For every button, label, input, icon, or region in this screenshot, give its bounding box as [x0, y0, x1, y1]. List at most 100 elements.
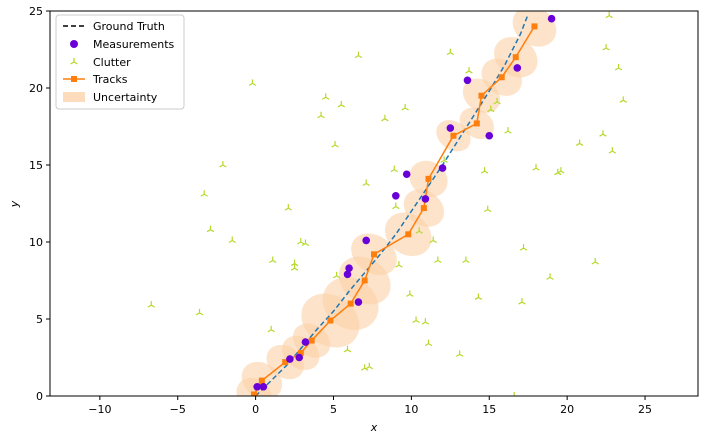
clutter-point	[575, 139, 584, 146]
clutter-point	[290, 259, 299, 267]
clutter-point	[331, 140, 339, 148]
x-tick-label: 25	[638, 403, 652, 416]
clutter-point	[465, 67, 473, 74]
plot-area	[147, 11, 627, 396]
measurement-point	[485, 131, 494, 140]
clutter-point	[290, 264, 299, 271]
clutter-point	[284, 204, 293, 211]
clutter-point	[591, 258, 599, 265]
clutter-point	[440, 156, 448, 163]
measurement-point	[463, 76, 472, 85]
measurement-point	[547, 14, 556, 23]
track-point	[473, 120, 480, 127]
clutter-point	[532, 164, 540, 171]
track-point	[420, 205, 427, 212]
clutter-point	[406, 290, 414, 297]
clutter-point	[195, 308, 204, 316]
clutter-point	[519, 244, 528, 251]
clutter-point	[390, 165, 398, 173]
clutter-point	[317, 111, 325, 119]
measurement-point	[362, 236, 371, 245]
legend-tracks-swatch-marker	[71, 76, 77, 82]
clutter-point	[455, 350, 464, 357]
track-point	[251, 391, 258, 396]
y-tick-label: 25	[29, 5, 43, 18]
clutter-point	[421, 318, 430, 325]
measurement-point	[345, 264, 353, 272]
x-tick-label: 5	[330, 403, 337, 416]
clutter-point	[147, 301, 155, 308]
clutter-point	[395, 261, 403, 268]
clutter-point	[474, 293, 483, 300]
y-tick-label: 0	[36, 390, 43, 403]
clutter-point	[248, 79, 257, 86]
track-point	[347, 300, 354, 307]
clutter-point	[297, 238, 305, 245]
clutter-point	[269, 256, 277, 263]
track-point	[258, 377, 265, 384]
clutter-point	[381, 114, 389, 122]
clutter-point	[429, 236, 437, 243]
legend-uncertainty-label: Uncertainty	[93, 91, 158, 104]
measurement-point	[402, 170, 411, 179]
track-point	[512, 54, 519, 61]
legend-clutter-label: Clutter	[93, 56, 131, 69]
y-tick-label: 15	[29, 159, 43, 172]
clutter-layer	[147, 11, 627, 396]
legend-ground-truth-label: Ground Truth	[93, 20, 165, 33]
clutter-point	[337, 100, 345, 108]
x-tick-label: 0	[252, 403, 259, 416]
y-axis-ticks: 0 5 10 15 20 25	[29, 5, 50, 403]
clutter-point	[424, 339, 433, 347]
clutter-point	[301, 239, 310, 247]
legend-uncertainty-swatch	[63, 92, 85, 102]
clutter-point	[360, 364, 369, 371]
track-point	[282, 359, 289, 366]
clutter-point	[546, 273, 554, 280]
measurement-point	[295, 353, 304, 362]
x-axis-label: x	[370, 421, 378, 434]
clutter-point	[462, 256, 470, 263]
track-point	[405, 231, 412, 238]
clutter-point	[200, 190, 208, 197]
track-point	[425, 175, 432, 182]
clutter-point	[343, 345, 352, 353]
measurement-point	[446, 124, 455, 132]
plot-frame	[49, 10, 699, 397]
clutter-point	[354, 51, 363, 59]
x-tick-label: 10	[404, 403, 418, 416]
x-tick-label: −5	[170, 403, 186, 416]
clutter-point	[228, 236, 236, 243]
legend-frame	[55, 14, 185, 110]
track-point	[498, 74, 505, 81]
clutter-point	[480, 167, 489, 174]
clutter-point	[605, 11, 613, 19]
track-point	[371, 251, 377, 258]
clutter-point	[415, 227, 423, 234]
x-axis-ticks: −10 −5 0 5 10 15 20 25	[88, 396, 652, 416]
clutter-point	[206, 225, 215, 233]
clutter-point	[434, 256, 442, 263]
y-tick-label: 5	[36, 313, 43, 326]
legend-clutter-swatch	[70, 58, 78, 65]
ground-truth-layer	[255, 13, 529, 396]
measurement-point	[438, 164, 447, 172]
clutter-point	[484, 205, 492, 213]
clutter-point	[493, 97, 501, 105]
measurement-point	[392, 192, 400, 200]
clutter-point	[614, 63, 623, 71]
legend: Ground Truth Measurements Clutter Tracks…	[55, 14, 185, 110]
clutter-point	[518, 298, 526, 305]
clutter-point	[513, 392, 516, 396]
clutter-point	[267, 325, 275, 333]
track-point	[297, 349, 304, 356]
ground-truth-line	[255, 13, 529, 396]
y-tick-label: 10	[29, 236, 43, 249]
clutter-point	[365, 362, 374, 370]
clutter-point	[487, 105, 495, 113]
clutter-point	[608, 147, 617, 154]
measurement-point	[286, 355, 294, 363]
track-point	[327, 317, 334, 324]
measurement-point	[354, 298, 363, 306]
